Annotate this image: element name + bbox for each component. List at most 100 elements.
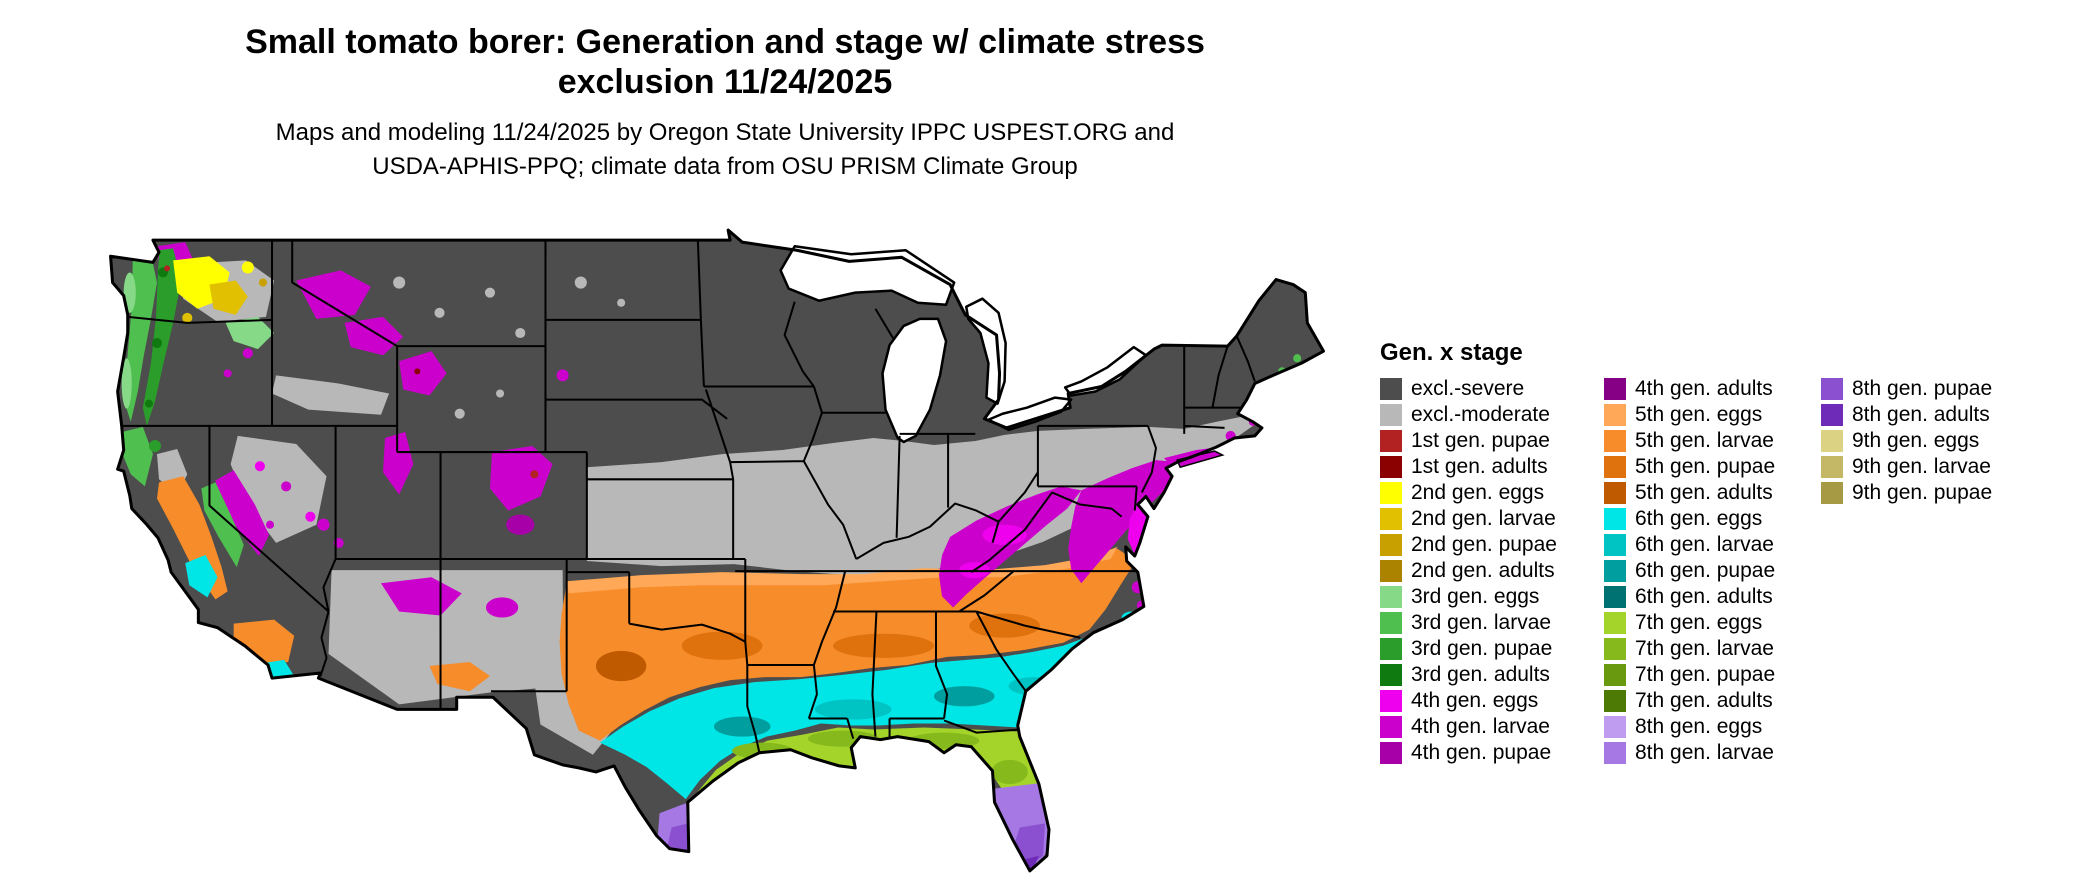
legend-swatch [1380,378,1402,400]
legend-label: 8th gen. eggs [1635,715,1763,738]
map-region-gen1 [164,265,539,479]
legend-swatch [1821,430,1843,452]
legend-label: 3rd gen. larvae [1411,611,1552,634]
legend-item: 6th gen. larvae [1604,532,1821,558]
map-region-gen2 [173,256,267,323]
legend-item: 5th gen. pupae [1604,454,1821,480]
legend-swatch [1604,456,1626,478]
us-map-svg [109,228,1325,873]
legend-item: 4th gen. pupae [1380,740,1604,766]
legend-item: 9th gen. pupae [1821,480,1992,506]
legend-swatch [1380,638,1402,660]
legend-label: 5th gen. eggs [1635,403,1763,426]
lake-huron [964,297,1007,405]
legend-item: 7th gen. larvae [1604,636,1821,662]
legend-item: 3rd gen. pupae [1380,636,1604,662]
legend-swatch [1380,456,1402,478]
legend-swatch [1604,690,1626,712]
legend-label: 6th gen. pupae [1635,559,1776,582]
lake-erie [987,396,1073,432]
subtitle-line2: USDA-APHIS-PPQ; climate data from OSU PR… [372,153,1078,180]
lake-ontario [1063,345,1148,397]
legend-item: 3rd gen. eggs [1380,584,1604,610]
legend-swatch [1380,430,1402,452]
legend: Gen. x stage excl.-severe excl.-moderate 1… [1380,338,1992,766]
great-lakes [779,244,1148,444]
legend-columns: excl.-severe excl.-moderate 1st gen. pupae… [1380,376,1992,766]
legend-swatch [1380,742,1402,764]
legend-item: 6th gen. eggs [1604,506,1821,532]
legend-label: 3rd gen. pupae [1411,637,1553,660]
legend-column: 4th gen. adults 5th gen. eggs 5th gen. lar… [1604,376,1821,766]
legend-item: excl.-severe [1380,376,1604,402]
legend-item: 4th gen. larvae [1380,714,1604,740]
legend-label: 5th gen. larvae [1635,429,1774,452]
legend-label: 4th gen. larvae [1411,715,1550,738]
legend-item: 7th gen. eggs [1604,610,1821,636]
legend-label: 4th gen. eggs [1411,689,1539,712]
legend-label: 1st gen. pupae [1411,429,1550,452]
legend-swatch [1380,404,1402,426]
us-map-container [95,222,1335,890]
legend-label: 2nd gen. eggs [1411,481,1545,504]
legend-swatch [1821,378,1843,400]
legend-item: 4th gen. eggs [1380,688,1604,714]
legend-column: 8th gen. pupae 8th gen. adults 9th gen. eg… [1821,376,1992,506]
legend-swatch [1604,482,1626,504]
legend-item: 9th gen. eggs [1821,428,1992,454]
legend-item: 1st gen. pupae [1380,428,1604,454]
legend-column: excl.-severe excl.-moderate 1st gen. pupae… [1380,376,1604,766]
legend-item: 2nd gen. pupae [1380,532,1604,558]
legend-item: 1st gen. adults [1380,454,1604,480]
legend-item: 8th gen. adults [1821,402,1992,428]
legend-label: 8th gen. pupae [1852,377,1993,400]
legend-label: 9th gen. pupae [1852,481,1993,504]
legend-label: 6th gen. larvae [1635,533,1774,556]
map-region-gen8 [657,783,1052,871]
legend-swatch [1604,716,1626,738]
legend-item: excl.-moderate [1380,402,1604,428]
legend-item: 2nd gen. adults [1380,558,1604,584]
legend-swatch [1380,690,1402,712]
legend-swatch [1604,742,1626,764]
legend-swatch [1380,560,1402,582]
legend-item: 7th gen. adults [1604,688,1821,714]
legend-item: 7th gen. pupae [1604,662,1821,688]
map-region-gen3 [121,248,1302,568]
legend-label: 2nd gen. pupae [1411,533,1557,556]
legend-label: 7th gen. eggs [1635,611,1763,634]
legend-swatch [1604,404,1626,426]
legend-swatch [1380,508,1402,530]
legend-swatch [1380,586,1402,608]
legend-label: 8th gen. larvae [1635,741,1774,764]
legend-swatch [1604,378,1626,400]
legend-label: 7th gen. larvae [1635,637,1774,660]
legend-label: 4th gen. adults [1635,377,1773,400]
legend-label: 6th gen. eggs [1635,507,1763,530]
legend-item: 8th gen. eggs [1604,714,1821,740]
legend-swatch [1821,456,1843,478]
map-header: Small tomato borer: Generation and stage… [0,22,1450,184]
legend-label: excl.-moderate [1411,403,1550,426]
legend-label: 5th gen. pupae [1635,455,1776,478]
legend-swatch [1604,664,1626,686]
legend-label: 3rd gen. adults [1411,663,1550,686]
legend-label: 2nd gen. adults [1411,559,1555,582]
legend-swatch [1604,638,1626,660]
legend-label: 6th gen. adults [1635,585,1773,608]
legend-item: 9th gen. larvae [1821,454,1992,480]
legend-swatch [1380,482,1402,504]
legend-label: 1st gen. adults [1411,455,1548,478]
legend-label: 7th gen. adults [1635,689,1773,712]
map-subtitle: Maps and modeling 11/24/2025 by Oregon S… [0,116,1450,184]
legend-swatch [1380,612,1402,634]
legend-swatch [1604,430,1626,452]
map-region-gen4 [156,242,1280,618]
legend-item: 5th gen. eggs [1604,402,1821,428]
legend-item: 8th gen. pupae [1821,376,1992,402]
legend-label: 8th gen. adults [1852,403,1990,426]
legend-item: 8th gen. larvae [1604,740,1821,766]
legend-swatch [1821,482,1843,504]
state-borders [121,240,1256,753]
legend-item: 4th gen. adults [1604,376,1821,402]
